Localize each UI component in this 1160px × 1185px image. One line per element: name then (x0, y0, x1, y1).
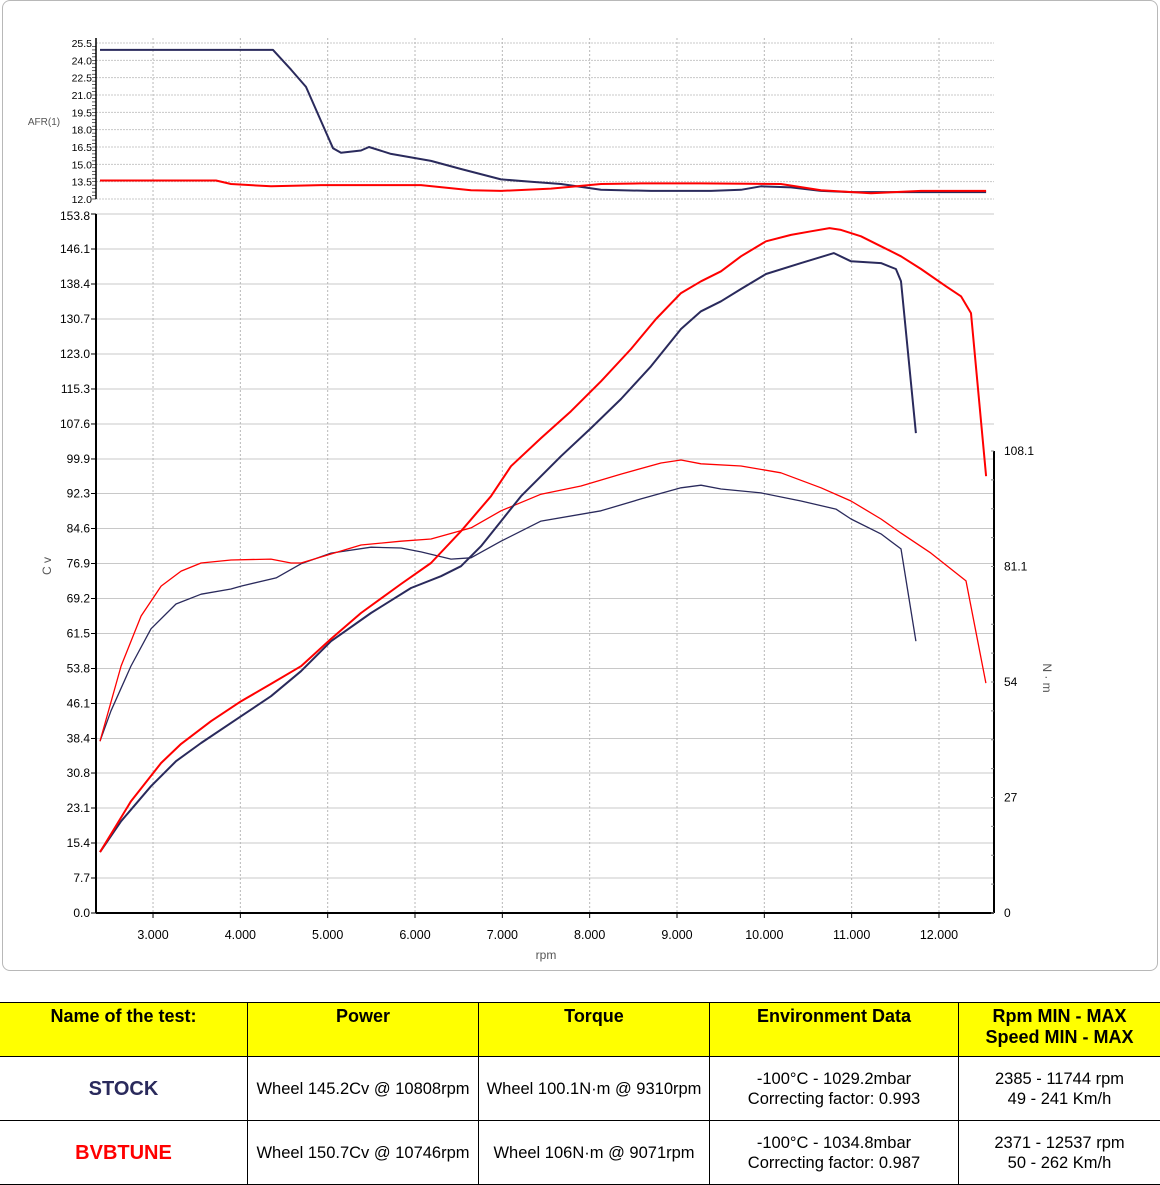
speed-range: 50 - 262 Km/h (1008, 1154, 1112, 1172)
power-tick-label: 84.6 (67, 522, 91, 536)
afr-tick-label: 25.5 (72, 38, 93, 50)
rpm-speed-cell: 2385 - 11744 rpm 49 - 241 Km/h (959, 1057, 1160, 1121)
table-row: BVBTUNE Wheel 150.7Cv @ 10746rpm Wheel 1… (0, 1121, 1160, 1185)
afr-tick-label: 24.0 (72, 55, 93, 67)
power-axis-label: C v (40, 557, 54, 575)
power-tick-label: 153.8 (60, 209, 90, 223)
correcting-factor: Correcting factor: 0.987 (748, 1154, 920, 1172)
power-tick-label: 92.3 (67, 487, 91, 501)
rpm-tick-label: 8.000 (574, 928, 605, 942)
header-power: Power (248, 1003, 479, 1057)
afr-tick-label: 16.5 (72, 142, 93, 154)
test-name: BVBTUNE (0, 1121, 248, 1185)
power-tick-label: 115.3 (61, 382, 90, 396)
afr-axis-label: AFR(1) (28, 117, 60, 128)
torque-cell: Wheel 100.1N·m @ 9310rpm (479, 1057, 710, 1121)
table-row: STOCK Wheel 145.2Cv @ 10808rpm Wheel 100… (0, 1057, 1160, 1121)
afr-tick-label: 12.0 (72, 194, 93, 206)
environment-cell: -100°C - 1029.2mbar Correcting factor: 0.… (710, 1057, 959, 1121)
power-tick-label: 53.8 (67, 661, 91, 675)
environment-conditions: -100°C - 1034.8mbar (757, 1134, 911, 1152)
rpm-tick-label: 4.000 (225, 928, 256, 942)
afr-tick-label: 18.0 (72, 125, 93, 137)
power-tick-label: 23.1 (67, 801, 91, 815)
header-rpm: Rpm MIN - MAX (993, 1006, 1127, 1026)
speed-range: 49 - 241 Km/h (1008, 1090, 1112, 1108)
afr-tick-label: 15.0 (72, 159, 93, 171)
power-tick-label: 130.7 (60, 312, 90, 326)
afr-tick-label: 13.5 (72, 177, 93, 189)
header-name: Name of the test: (0, 1003, 248, 1057)
torque-cell: Wheel 106N·m @ 9071rpm (479, 1121, 710, 1185)
test-name: STOCK (0, 1057, 248, 1121)
afr-tick-label: 21.0 (72, 90, 93, 102)
torque-tick-label: 81.1 (1004, 559, 1028, 573)
power-tick-label: 7.7 (73, 871, 90, 885)
torque-tick-label: 54 (1004, 675, 1018, 689)
rpm-tick-label: 9.000 (661, 928, 692, 942)
rpm-tick-label: 3.000 (137, 928, 168, 942)
power-tick-label: 99.9 (67, 452, 91, 466)
results-table: Name of the test: Power Torque Environme… (0, 1002, 1160, 1185)
power-tick-label: 61.5 (67, 626, 91, 640)
afr-tick-label: 22.5 (72, 73, 93, 85)
rpm-tick-label: 11.000 (833, 928, 870, 942)
power-cell: Wheel 150.7Cv @ 10746rpm (248, 1121, 479, 1185)
power-tick-label: 30.8 (67, 766, 91, 780)
power-tick-label: 123.0 (60, 347, 90, 361)
correcting-factor: Correcting factor: 0.993 (748, 1090, 920, 1108)
table-header-row: Name of the test: Power Torque Environme… (0, 1003, 1160, 1057)
dyno-chart-panel: 12.0 13.5 15.0 16.5 18.0 19.5 21.0 22.5 24.0 25.5… (2, 0, 1158, 971)
environment-cell: -100°C - 1034.8mbar Correcting factor: 0.… (710, 1121, 959, 1185)
rpm-tick-label: 10.000 (745, 928, 783, 942)
power-tick-label: 107.6 (60, 417, 90, 431)
power-tick-label: 15.4 (67, 836, 91, 850)
torque-tick-label: 0 (1004, 906, 1011, 920)
torque-tick-label: 108.1 (1004, 444, 1034, 458)
rpm-tick-label: 7.000 (487, 928, 518, 942)
header-torque: Torque (479, 1003, 710, 1057)
afr-line-stock (100, 50, 986, 192)
power-tick-label: 38.4 (67, 731, 91, 745)
torque-line-stock (100, 485, 916, 741)
rpm-tick-label: 12.000 (920, 928, 958, 942)
header-speed: Speed MIN - MAX (985, 1027, 1133, 1047)
power-line-bvbtune (100, 228, 986, 852)
power-tick-label: 69.2 (67, 591, 91, 605)
power-tick-label: 138.4 (60, 277, 90, 291)
afr-tick-label: 19.5 (72, 107, 93, 119)
rpm-speed-cell: 2371 - 12537 rpm 50 - 262 Km/h (959, 1121, 1160, 1185)
rpm-range: 2385 - 11744 rpm (995, 1070, 1124, 1088)
power-tick-label: 46.1 (67, 696, 91, 710)
rpm-axis-label: rpm (536, 948, 557, 962)
torque-axis-label: N · m (1040, 663, 1054, 692)
rpm-tick-label: 6.000 (399, 928, 430, 942)
torque-line-bvbtune (100, 460, 986, 741)
power-tick-label: 76.9 (67, 557, 91, 571)
torque-tick-label: 27 (1004, 791, 1018, 805)
power-tick-label: 146.1 (60, 242, 90, 256)
dyno-chart: 12.0 13.5 15.0 16.5 18.0 19.5 21.0 22.5 24.0 25.5… (3, 1, 1157, 970)
rpm-tick-label: 5.000 (312, 928, 343, 942)
header-environment: Environment Data (710, 1003, 959, 1057)
environment-conditions: -100°C - 1029.2mbar (757, 1070, 911, 1088)
rpm-range: 2371 - 12537 rpm (994, 1134, 1124, 1152)
power-cell: Wheel 145.2Cv @ 10808rpm (248, 1057, 479, 1121)
power-line-stock (100, 253, 916, 852)
power-tick-label: 0.0 (73, 906, 90, 920)
